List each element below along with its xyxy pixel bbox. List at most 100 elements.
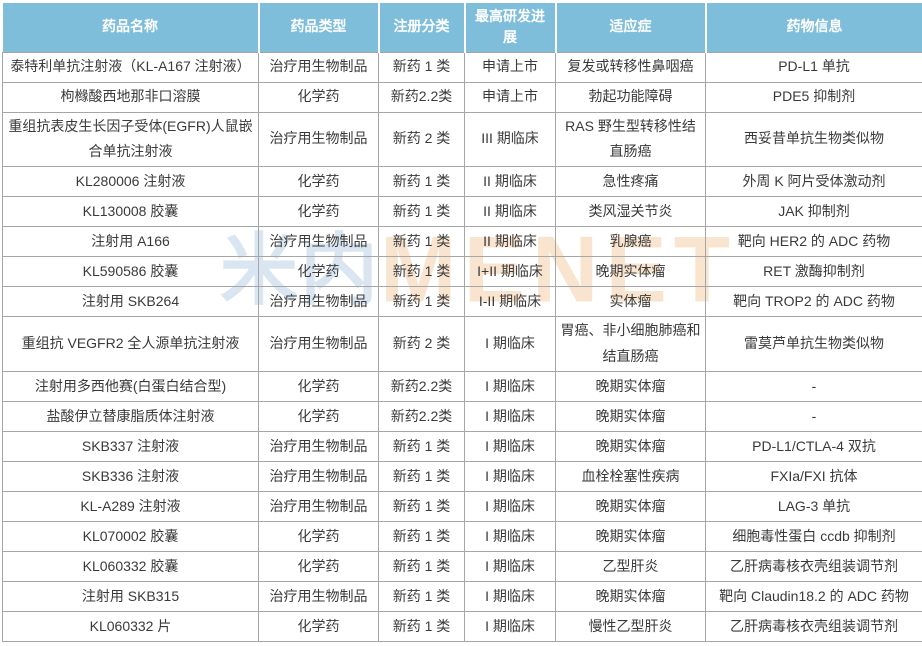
cell-registration-class: 新药 1 类 [378,491,465,523]
cell-indication: 复发或转移性鼻咽癌 [555,51,706,83]
cell-indication: 晚期实体瘤 [555,371,706,403]
cell-dev-stage: II 期临床 [464,166,556,198]
cell-dev-stage: I 期临床 [464,401,556,433]
cell-indication: 乙型肝炎 [555,551,706,583]
cell-drug-info: PD-L1/CTLA-4 双抗 [705,431,922,463]
cell-drug-info: PD-L1 单抗 [705,51,922,83]
cell-dev-stage: 申请上市 [464,51,556,83]
cell-indication: 急性疼痛 [555,166,706,198]
cell-dev-stage: II 期临床 [464,226,556,258]
cell-indication: 实体瘤 [555,286,706,318]
table-row: KL130008 胶囊 化学药 新药 1 类 II 期临床 类风湿关节炎 JAK 抑制剂 [2,196,922,228]
cell-dev-stage: I-II 期临床 [464,286,556,318]
cell-dev-stage: I 期临床 [464,521,556,553]
cell-indication: 晚期实体瘤 [555,401,706,433]
cell-dev-stage: 申请上市 [464,81,556,113]
cell-drug-info: 靶向 TROP2 的 ADC 药物 [705,286,922,318]
column-header-drug-type: 药品类型 [258,3,380,52]
cell-dev-stage: I 期临床 [464,371,556,403]
cell-dev-stage: I 期临床 [464,491,556,523]
cell-dev-stage: I 期临床 [464,581,556,613]
cell-dev-stage: I 期临床 [464,611,556,643]
column-header-drug-name: 药品名称 [2,3,260,52]
cell-drug-info: JAK 抑制剂 [705,196,922,228]
table-row: 注射用 SKB264 治疗用生物制品 新药 1 类 I-II 期临床 实体瘤 靶向 TRO… [2,286,922,318]
cell-registration-class: 新药 1 类 [378,256,465,288]
column-header-registration-class: 注册分类 [378,3,466,52]
column-header-indication: 适应症 [555,3,707,52]
cell-drug-info: 靶向 HER2 的 ADC 药物 [705,226,922,258]
cell-registration-class: 新药 1 类 [378,51,465,83]
cell-drug-type: 化学药 [258,256,379,288]
cell-dev-stage: I+II 期临床 [464,256,556,288]
cell-drug-type: 化学药 [258,196,379,228]
cell-drug-name: SKB336 注射液 [2,461,259,493]
cell-indication: 乳腺癌 [555,226,706,258]
cell-registration-class: 新药 1 类 [378,226,465,258]
cell-drug-type: 化学药 [258,551,379,583]
cell-drug-type: 化学药 [258,81,379,113]
drug-pipeline-table: 药品名称 药品类型 注册分类 最高研发进展 适应症 药物信息 泰特利单抗注射液（… [2,3,922,643]
cell-drug-name: 重组抗 VEGFR2 全人源单抗注射液 [2,316,259,373]
cell-drug-type: 化学药 [258,371,379,403]
cell-drug-info: 细胞毒性蛋白 ccdb 抑制剂 [705,521,922,553]
table-row: 注射用多西他赛(白蛋白结合型) 化学药 新药2.2类 I 期临床 晚期实体瘤 - [2,371,922,403]
cell-registration-class: 新药2.2类 [378,371,465,403]
cell-drug-name: KL-A289 注射液 [2,491,259,523]
cell-indication: 勃起功能障碍 [555,81,706,113]
cell-indication: 慢性乙型肝炎 [555,611,706,643]
cell-registration-class: 新药 1 类 [378,166,465,198]
cell-drug-name: KL070002 胶囊 [2,521,259,553]
table-row: 泰特利单抗注射液（KL-A167 注射液） 治疗用生物制品 新药 1 类申请上市 复发… [2,51,922,83]
cell-drug-name: KL280006 注射液 [2,166,259,198]
cell-drug-info: PDE5 抑制剂 [705,81,922,113]
cell-registration-class: 新药 1 类 [378,286,465,318]
cell-drug-type: 治疗用生物制品 [258,226,379,258]
cell-drug-type: 治疗用生物制品 [258,316,379,373]
cell-indication: 晚期实体瘤 [555,256,706,288]
cell-dev-stage: II 期临床 [464,196,556,228]
cell-drug-info: LAG-3 单抗 [705,491,922,523]
cell-drug-info: - [705,401,922,433]
cell-registration-class: 新药 1 类 [378,431,465,463]
cell-drug-type: 治疗用生物制品 [258,431,379,463]
cell-drug-info: 乙肝病毒核衣壳组装调节剂 [705,611,922,643]
table-row: 盐酸伊立替康脂质体注射液 化学药 新药2.2类 I 期临床 晚期实体瘤 - [2,401,922,433]
table-header: 药品名称 药品类型 注册分类 最高研发进展 适应症 药物信息 [2,3,922,52]
cell-drug-info: 外周 K 阿片受体激动剂 [705,166,922,198]
table-row: KL590586 胶囊 化学药 新药 1 类 I+II 期临床 晚期实体瘤 RET 激酶抑… [2,256,922,288]
cell-indication: 晚期实体瘤 [555,431,706,463]
cell-drug-name: KL590586 胶囊 [2,256,259,288]
cell-indication: RAS 野生型转移性结直肠癌 [555,111,706,168]
cell-drug-name: 注射用 SKB264 [2,286,259,318]
cell-drug-type: 治疗用生物制品 [258,581,379,613]
cell-drug-name: KL060332 胶囊 [2,551,259,583]
cell-drug-type: 化学药 [258,611,379,643]
cell-dev-stage: I 期临床 [464,431,556,463]
cell-indication: 胃癌、非小细胞肺癌和结直肠癌 [555,316,706,373]
cell-drug-name: 注射用 SKB315 [2,581,259,613]
cell-drug-type: 化学药 [258,401,379,433]
cell-drug-name: KL060332 片 [2,611,259,643]
cell-registration-class: 新药 2 类 [378,316,465,373]
cell-drug-info: RET 激酶抑制剂 [705,256,922,288]
cell-dev-stage: I 期临床 [464,461,556,493]
cell-drug-name: 枸橼酸西地那非口溶膜 [2,81,259,113]
cell-drug-name: 泰特利单抗注射液（KL-A167 注射液） [2,51,259,83]
cell-drug-info: 靶向 Claudin18.2 的 ADC 药物 [705,581,922,613]
cell-registration-class: 新药 1 类 [378,611,465,643]
cell-drug-info: - [705,371,922,403]
cell-dev-stage: I 期临床 [464,551,556,583]
column-header-dev-stage: 最高研发进展 [464,3,557,52]
cell-drug-type: 化学药 [258,166,379,198]
cell-drug-info: 乙肝病毒核衣壳组装调节剂 [705,551,922,583]
cell-registration-class: 新药 2 类 [378,111,465,168]
